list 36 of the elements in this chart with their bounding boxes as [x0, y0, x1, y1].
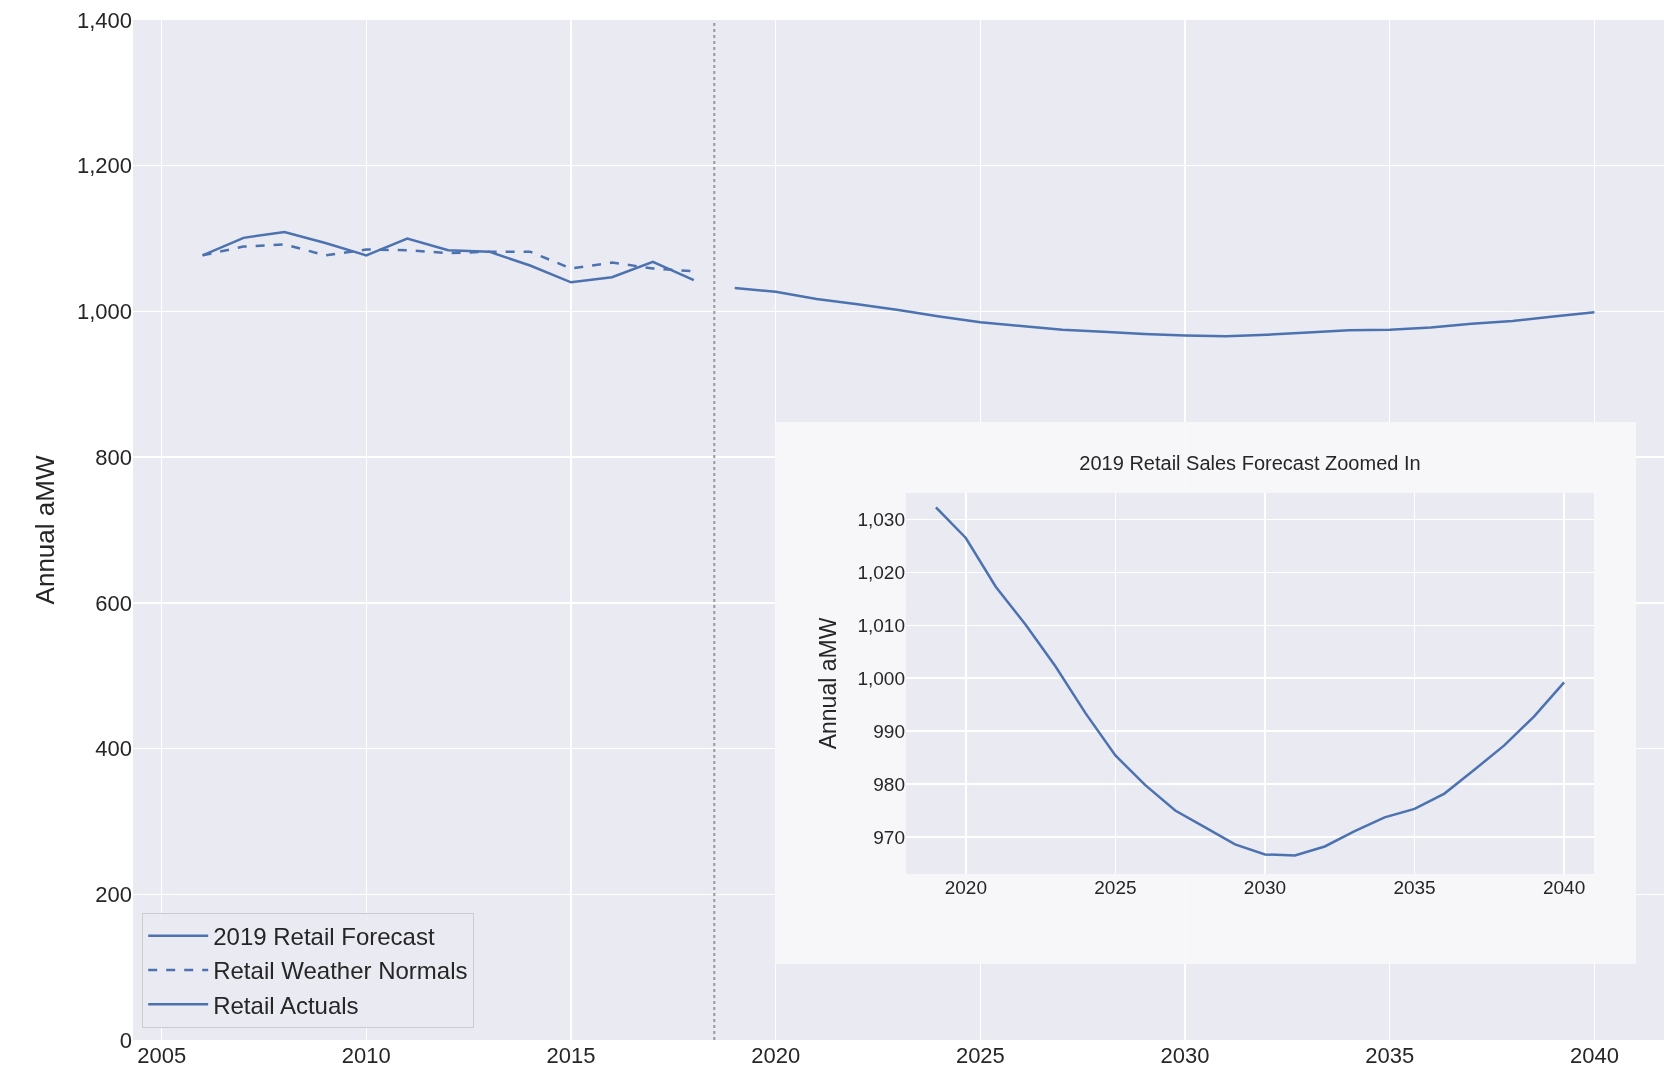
x-tick-label: 2020	[944, 877, 987, 898]
y-tick-label: 980	[873, 773, 905, 795]
y-tick-label: 600	[95, 590, 132, 616]
legend-label: Retail Weather Normals	[213, 957, 468, 985]
y-tick-label: 1,400	[76, 7, 132, 33]
x-tick-label: 2040	[1542, 877, 1586, 898]
x-tick-label: 2030	[1243, 877, 1287, 898]
y-tick-label: 1,020	[857, 562, 905, 584]
y-axis-title: Annual aMW	[30, 455, 61, 605]
x-tick-label: 2025	[955, 1043, 1005, 1068]
legend-label: Retail Actuals	[213, 991, 359, 1019]
y-tick-label: 990	[873, 720, 905, 742]
y-axis-title: Annual aMW	[814, 617, 841, 750]
x-tick-label: 2025	[1094, 877, 1137, 898]
y-tick-label: 1,200	[76, 153, 132, 179]
legend-label: 2019 Retail Forecast	[213, 923, 435, 951]
y-tick-label: 1,010	[857, 614, 905, 636]
x-tick-label: 2030	[1160, 1043, 1210, 1068]
line-series	[733, 286, 1596, 338]
y-tick-label: 970	[873, 826, 905, 848]
line-series	[934, 506, 1566, 857]
y-tick-label: 1,000	[857, 667, 905, 689]
y-tick-label: 200	[95, 881, 132, 907]
x-tick-label: 2035	[1365, 1043, 1415, 1068]
x-tick-label: 2015	[546, 1043, 596, 1068]
y-tick-label: 1,000	[76, 299, 132, 325]
x-tick-label: 2020	[751, 1043, 801, 1068]
y-tick-label: 0	[119, 1027, 132, 1053]
y-tick-label: 400	[95, 736, 132, 762]
x-tick-label: 2010	[341, 1043, 391, 1068]
chart-title: 2019 Retail Sales Forecast Zoomed In	[1079, 452, 1421, 474]
x-tick-label: 2040	[1569, 1043, 1619, 1068]
y-tick-label: 1,030	[857, 509, 905, 531]
x-tick-label: 2035	[1393, 877, 1436, 898]
x-tick-label: 2005	[137, 1043, 187, 1068]
y-tick-label: 800	[95, 444, 132, 470]
